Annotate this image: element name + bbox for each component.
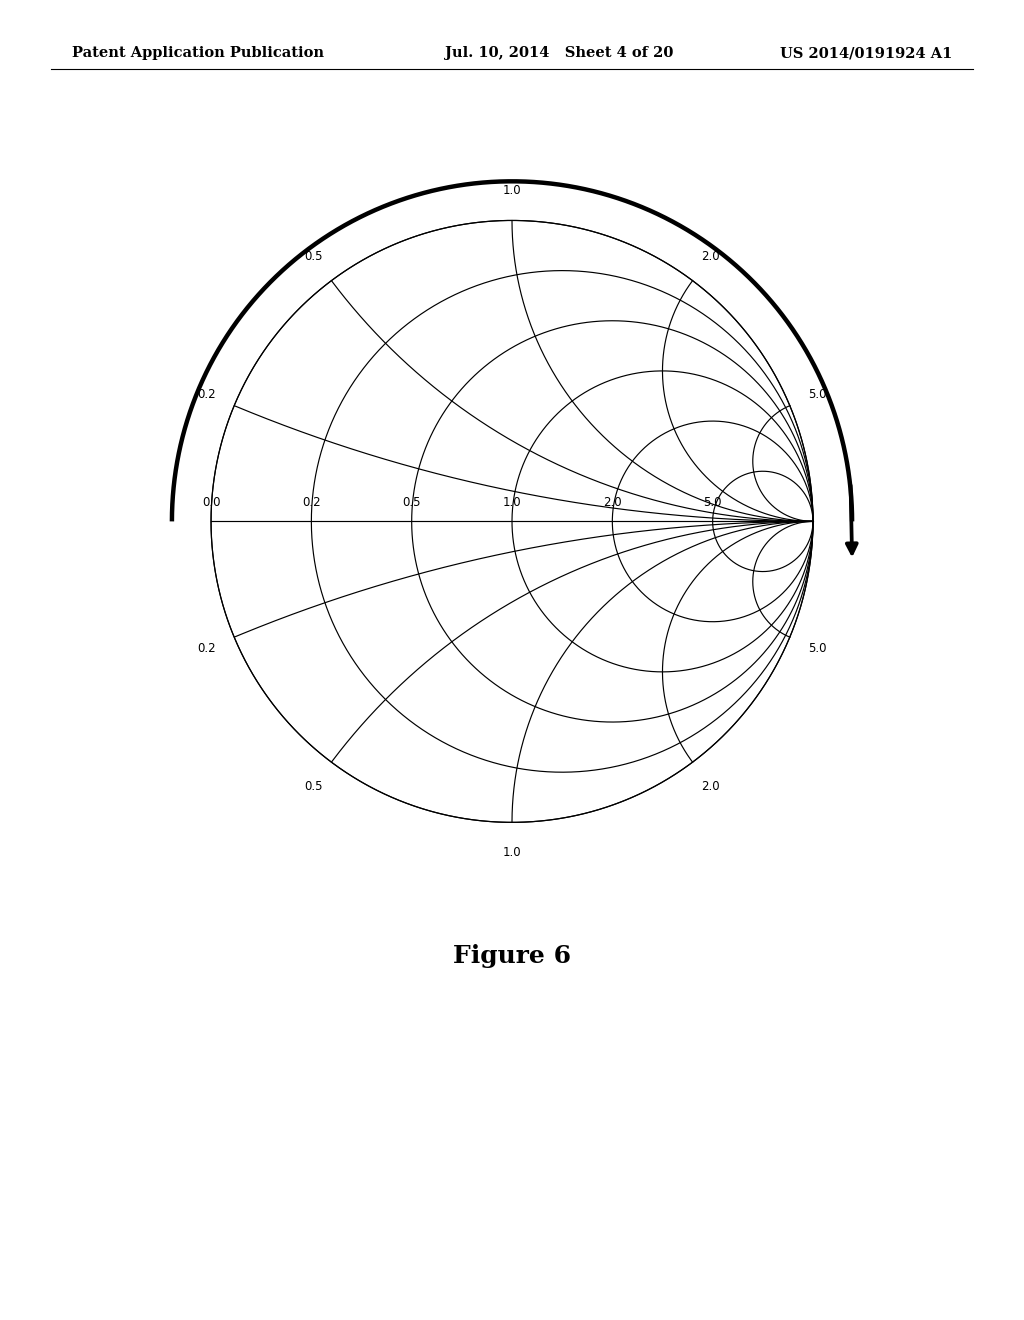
Text: 0.2: 0.2: [302, 496, 321, 510]
Text: Figure 6: Figure 6: [453, 944, 571, 968]
Text: Jul. 10, 2014   Sheet 4 of 20: Jul. 10, 2014 Sheet 4 of 20: [445, 46, 674, 61]
Text: 5.0: 5.0: [808, 388, 826, 400]
Text: 2.0: 2.0: [603, 496, 622, 510]
Text: 0.5: 0.5: [304, 249, 323, 263]
Text: 1.0: 1.0: [503, 496, 521, 510]
Text: 2.0: 2.0: [701, 249, 720, 263]
Text: 5.0: 5.0: [808, 643, 826, 655]
Text: 0.2: 0.2: [197, 643, 216, 655]
Text: 2.0: 2.0: [701, 780, 720, 793]
Text: 1.0: 1.0: [503, 846, 521, 859]
Text: 0.5: 0.5: [402, 496, 421, 510]
Text: 0.0: 0.0: [202, 496, 220, 510]
Text: 5.0: 5.0: [703, 496, 722, 510]
Text: Patent Application Publication: Patent Application Publication: [72, 46, 324, 61]
Text: US 2014/0191924 A1: US 2014/0191924 A1: [780, 46, 952, 61]
Text: 1.0: 1.0: [503, 183, 521, 197]
Text: 0.2: 0.2: [197, 388, 216, 400]
Text: 0.5: 0.5: [304, 780, 323, 793]
